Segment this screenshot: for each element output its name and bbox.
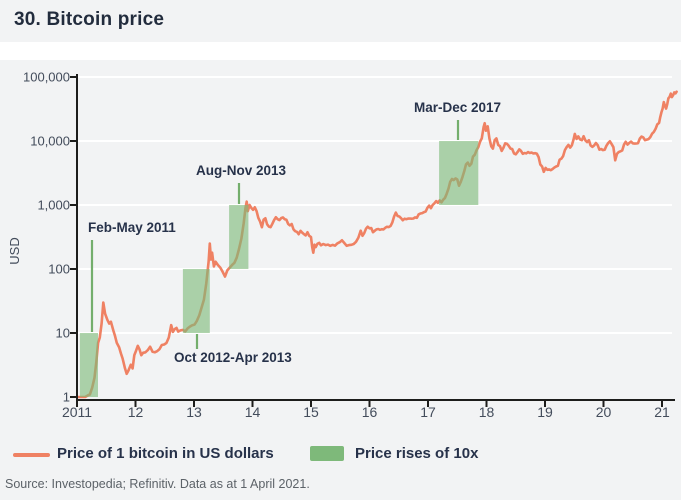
- x-tick-label: 17: [420, 404, 436, 420]
- x-tick-label: 20: [595, 404, 612, 420]
- y-axis-line: [76, 74, 78, 401]
- x-tick: [602, 401, 605, 407]
- y-tick-label: 10: [55, 325, 70, 341]
- source-note: Source: Investopedia; Refinitiv. Data as…: [5, 477, 310, 491]
- x-tick: [661, 401, 663, 407]
- x-tick-label: 12: [127, 404, 144, 420]
- ten-x-box: [182, 269, 210, 333]
- annotation-label: Mar-Dec 2017: [414, 100, 502, 115]
- separator-band: [0, 42, 681, 60]
- y-tick-label: 100: [48, 261, 70, 277]
- legend-series-label: Price of 1 bitcoin in US dollars: [57, 445, 274, 462]
- y-tick: [70, 332, 76, 334]
- x-tick: [368, 401, 371, 407]
- price-line: [76, 90, 678, 399]
- y-tick: [70, 140, 76, 142]
- annotation-label: Oct 2012-Apr 2013: [174, 350, 292, 365]
- x-tick-label: 19: [537, 404, 553, 420]
- ten-x-box: [79, 333, 98, 397]
- x-tick: [76, 401, 78, 407]
- x-tick-label: 14: [244, 404, 261, 420]
- y-tick: [70, 268, 76, 270]
- ten-x-box: [439, 141, 479, 205]
- page-title: 30. Bitcoin price: [14, 9, 165, 30]
- legend-line-swatch: [13, 453, 50, 457]
- x-tick: [310, 401, 312, 407]
- annotation-label: Aug-Nov 2013: [196, 163, 287, 178]
- legend-box-swatch: [310, 446, 344, 461]
- x-tick-label: 15: [303, 404, 319, 420]
- x-tick: [544, 401, 546, 407]
- x-tick-label: 13: [186, 404, 202, 420]
- y-tick-label: 100,000: [23, 69, 70, 85]
- x-tick-label: 2011: [61, 404, 93, 420]
- x-axis-line: [76, 399, 675, 401]
- y-tick: [70, 204, 76, 206]
- title-bar: 30. Bitcoin price: [0, 0, 681, 42]
- x-tick-label: 16: [361, 404, 378, 420]
- y-tick-label: 1,000: [37, 197, 70, 213]
- legend: Price of 1 bitcoin in US dollars Price r…: [0, 444, 681, 466]
- x-tick: [134, 401, 137, 407]
- ten-x-box: [229, 205, 249, 269]
- y-tick-label: 10,000: [30, 133, 70, 149]
- x-tick-label: 21: [654, 404, 670, 420]
- legend-boxes-label: Price rises of 10x: [355, 445, 479, 462]
- y-tick: [70, 396, 76, 398]
- x-tick-label: 18: [478, 404, 495, 420]
- annotation-label: Feb-May 2011: [88, 220, 176, 235]
- y-tick-label: 1: [62, 389, 70, 405]
- x-tick: [251, 401, 254, 407]
- x-tick: [193, 401, 195, 407]
- x-tick: [427, 401, 429, 407]
- y-tick: [70, 76, 76, 78]
- x-tick: [485, 401, 488, 407]
